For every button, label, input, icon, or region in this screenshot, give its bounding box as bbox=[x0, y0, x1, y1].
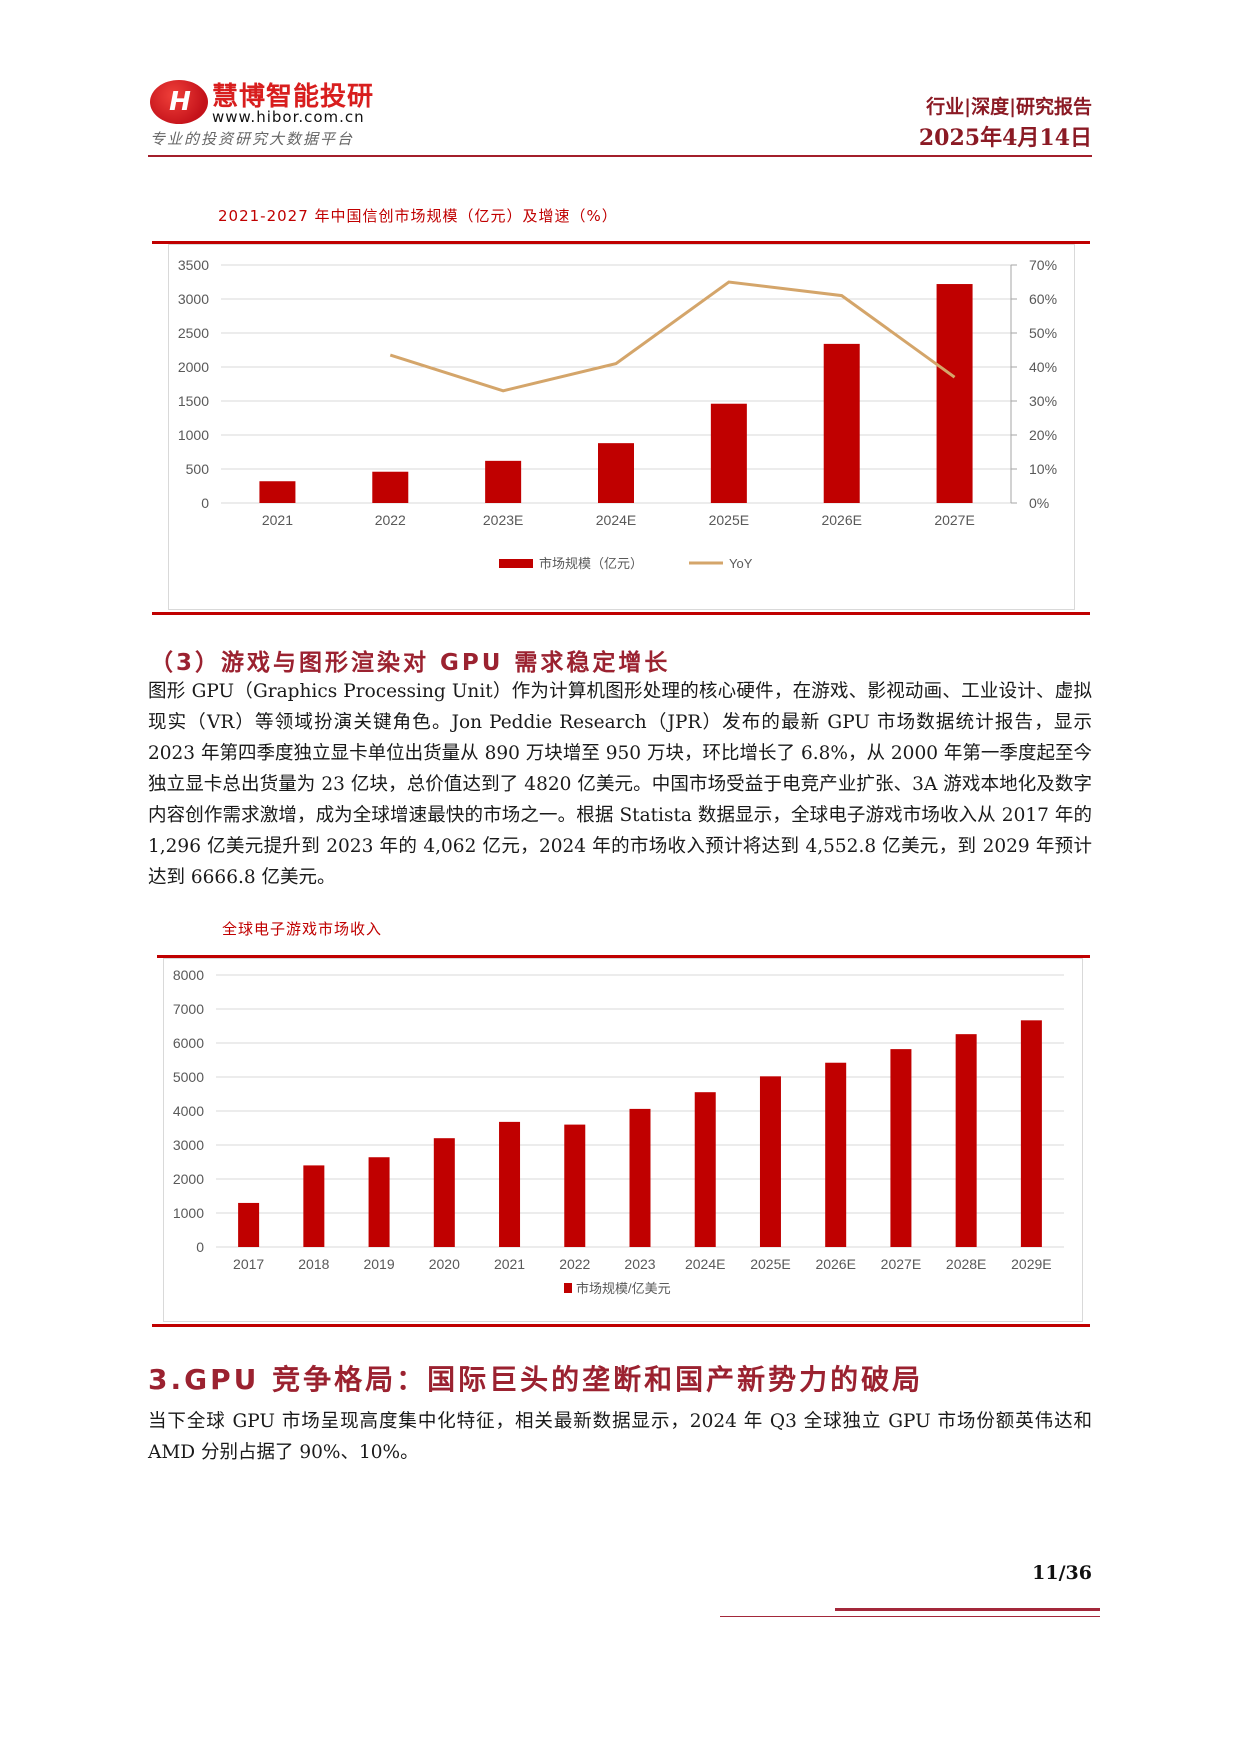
bar bbox=[259, 481, 296, 503]
bar bbox=[499, 1121, 521, 1247]
y-tick-label: 0 bbox=[201, 495, 209, 511]
x-tick-label: 2022 bbox=[375, 512, 406, 528]
footer-rule-thick bbox=[835, 1608, 1100, 1611]
bar bbox=[238, 1202, 260, 1247]
bar bbox=[303, 1165, 325, 1247]
chart2-top-rule bbox=[157, 955, 1090, 958]
bar bbox=[890, 1049, 912, 1247]
x-tick-label: 2019 bbox=[363, 1256, 394, 1272]
x-tick-label: 2024E bbox=[685, 1256, 725, 1272]
y-tick-label: 7000 bbox=[173, 1001, 204, 1017]
logo-url: www.hibor.com.cn bbox=[212, 108, 365, 126]
y2-tick-label: 60% bbox=[1029, 291, 1057, 307]
y-tick-label: 1000 bbox=[178, 427, 209, 443]
y2-tick-label: 20% bbox=[1029, 427, 1057, 443]
y2-tick-label: 40% bbox=[1029, 359, 1057, 375]
x-tick-label: 2023E bbox=[483, 512, 523, 528]
legend-bar-label: 市场规模（亿元） bbox=[539, 556, 643, 571]
chart2-frame: 0 1000 2000 3000 4000 5000 6000 7000 8000 2017 201… bbox=[163, 958, 1083, 1322]
y-tick-label: 1000 bbox=[173, 1205, 204, 1221]
chart1-frame: 0 0% 500 10% 1000 20% 1500 30% 2000 40% 2500 50% 300… bbox=[168, 244, 1075, 610]
x-tick-label: 2023 bbox=[624, 1256, 655, 1272]
x-tick-label: 2026E bbox=[815, 1256, 855, 1272]
x-tick-label: 2021 bbox=[262, 512, 293, 528]
report-date: 2025年4月14日 bbox=[918, 125, 1092, 151]
y2-tick-label: 10% bbox=[1029, 461, 1057, 477]
yoy-line bbox=[389, 280, 956, 393]
x-tick-label: 2024E bbox=[596, 512, 636, 528]
bar bbox=[372, 471, 409, 503]
y2-tick-label: 70% bbox=[1029, 257, 1057, 273]
section-paragraph-competition: 当下全球 GPU 市场呈现高度集中化特征，相关最新数据显示，2024 年 Q3 … bbox=[148, 1411, 1092, 1463]
bar bbox=[955, 1034, 977, 1247]
y-tick-label: 2000 bbox=[178, 359, 209, 375]
header-divider bbox=[148, 155, 1092, 157]
bar bbox=[629, 1108, 651, 1247]
bar bbox=[1020, 1020, 1042, 1247]
y-tick-label: 8000 bbox=[173, 967, 204, 983]
bar bbox=[485, 460, 522, 503]
bar bbox=[368, 1157, 390, 1247]
y-tick-label: 2500 bbox=[178, 325, 209, 341]
y-tick-label: 4000 bbox=[173, 1103, 204, 1119]
x-tick-label: 2027E bbox=[934, 512, 974, 528]
x-tick-label: 2028E bbox=[946, 1256, 986, 1272]
section-heading-3-sub: （3）游戏与图形渲染对 GPU 需求稳定增长 bbox=[150, 650, 671, 676]
y-tick-label: 1500 bbox=[178, 393, 209, 409]
legend-line-label: YoY bbox=[729, 556, 753, 571]
x-tick-label: 2017 bbox=[233, 1256, 264, 1272]
chart1-bottom-rule bbox=[152, 612, 1090, 615]
chart1-plot: 0 0% 500 10% 1000 20% 1500 30% 2000 40% 2500 50% 300… bbox=[178, 257, 1057, 571]
bar bbox=[710, 403, 747, 503]
section-heading-3: 3.GPU 竞争格局：国际巨头的垄断和国产新势力的破局 bbox=[148, 1363, 924, 1396]
legend-bar-swatch bbox=[564, 1283, 572, 1293]
bar bbox=[598, 443, 634, 503]
chart1-top-rule bbox=[152, 241, 1090, 244]
y-tick-label: 500 bbox=[186, 461, 210, 477]
x-tick-label: 2029E bbox=[1011, 1256, 1051, 1272]
bar bbox=[694, 1092, 716, 1247]
bar bbox=[825, 1062, 847, 1247]
footer-rule-thin bbox=[720, 1616, 1100, 1617]
x-tick-label: 2020 bbox=[429, 1256, 460, 1272]
x-tick-label: 2022 bbox=[559, 1256, 590, 1272]
y2-tick-label: 30% bbox=[1029, 393, 1057, 409]
chart1-title: 2021-2027 年中国信创市场规模（亿元）及增速（%） bbox=[218, 207, 618, 225]
legend-bar-swatch bbox=[499, 559, 533, 568]
y-tick-label: 0 bbox=[196, 1239, 204, 1255]
y2-tick-label: 50% bbox=[1029, 325, 1057, 341]
y-tick-label: 6000 bbox=[173, 1035, 204, 1051]
section-paragraph-gpu-gaming: 图形 GPU（Graphics Processing Unit）作为计算机图形处… bbox=[148, 681, 1092, 888]
y-tick-label: 2000 bbox=[173, 1171, 204, 1187]
chart2-title: 全球电子游戏市场收入 bbox=[222, 920, 383, 938]
bar bbox=[759, 1076, 781, 1247]
x-tick-label: 2026E bbox=[821, 512, 861, 528]
chart2-plot: 0 1000 2000 3000 4000 5000 6000 7000 8000 2017 201… bbox=[173, 967, 1064, 1296]
y-tick-label: 5000 bbox=[173, 1069, 204, 1085]
logo-mark-icon: H bbox=[150, 80, 208, 124]
page-number: 11/36 bbox=[1032, 1562, 1092, 1584]
chart2-bottom-rule bbox=[152, 1324, 1090, 1327]
x-tick-label: 2018 bbox=[298, 1256, 329, 1272]
logo-slogan: 专业的投资研究大数据平台 bbox=[150, 130, 355, 148]
logo-name: 慧博智能投研 bbox=[212, 82, 375, 112]
y-tick-label: 3000 bbox=[173, 1137, 204, 1153]
x-tick-label: 2025E bbox=[709, 512, 749, 528]
y-tick-label: 3500 bbox=[178, 257, 209, 273]
y2-tick-label: 0% bbox=[1029, 495, 1049, 511]
x-tick-label: 2027E bbox=[881, 1256, 921, 1272]
x-tick-label: 2021 bbox=[494, 1256, 525, 1272]
report-type: 行业|深度|研究报告 bbox=[926, 96, 1092, 118]
legend-bar-label: 市场规模/亿美元 bbox=[576, 1281, 671, 1296]
bar bbox=[433, 1138, 455, 1247]
y-tick-label: 3000 bbox=[178, 291, 209, 307]
bar bbox=[564, 1124, 586, 1247]
x-tick-label: 2025E bbox=[750, 1256, 790, 1272]
bar bbox=[936, 284, 973, 503]
bar bbox=[823, 343, 860, 503]
